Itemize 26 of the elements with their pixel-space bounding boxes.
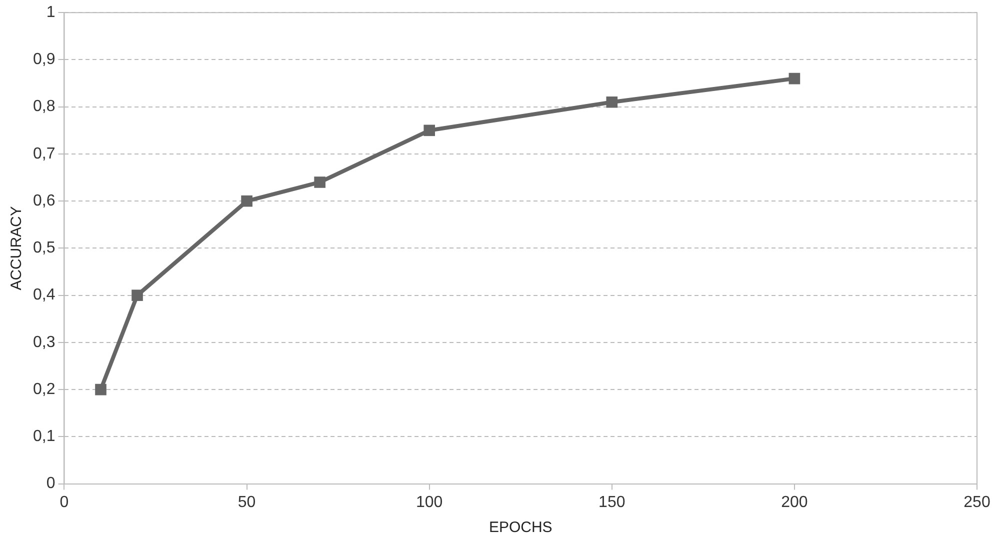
point — [424, 124, 435, 136]
x-tick-label: 250 — [964, 494, 990, 511]
point — [241, 195, 252, 207]
y-tick-label: 0,8 — [32, 98, 56, 116]
point — [606, 96, 618, 108]
y-tick-label: 0 — [46, 475, 56, 492]
x-tick-label: 0 — [60, 494, 69, 511]
y-tick-label: 1 — [46, 4, 56, 22]
x-tick-label: 150 — [598, 494, 626, 511]
x-tick-label: 200 — [781, 494, 808, 511]
y-tick-label: 0,9 — [32, 51, 56, 68]
y-tick-label: 0,1 — [32, 428, 56, 446]
y-tick-label: 0,3 — [32, 334, 56, 351]
y-tick-label: 0,7 — [32, 145, 56, 162]
point — [314, 176, 326, 188]
x-tick-label: 100 — [416, 494, 443, 511]
point — [132, 290, 143, 301]
x-axis-title: EPOCHS — [488, 519, 552, 536]
y-tick-label: 0,2 — [32, 380, 56, 398]
y-tick-label: 0,4 — [32, 286, 56, 304]
y-tick-label: 0,5 — [32, 240, 56, 257]
x-tick-label: 50 — [238, 494, 256, 511]
y-tick-label: 0,6 — [32, 192, 56, 210]
point — [788, 72, 800, 84]
y-axis-title: ACCURACY — [8, 206, 26, 290]
point — [95, 384, 106, 396]
